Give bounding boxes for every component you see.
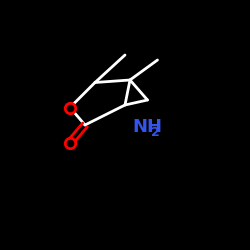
Text: 2: 2 (151, 126, 160, 138)
Text: NH: NH (132, 118, 162, 136)
